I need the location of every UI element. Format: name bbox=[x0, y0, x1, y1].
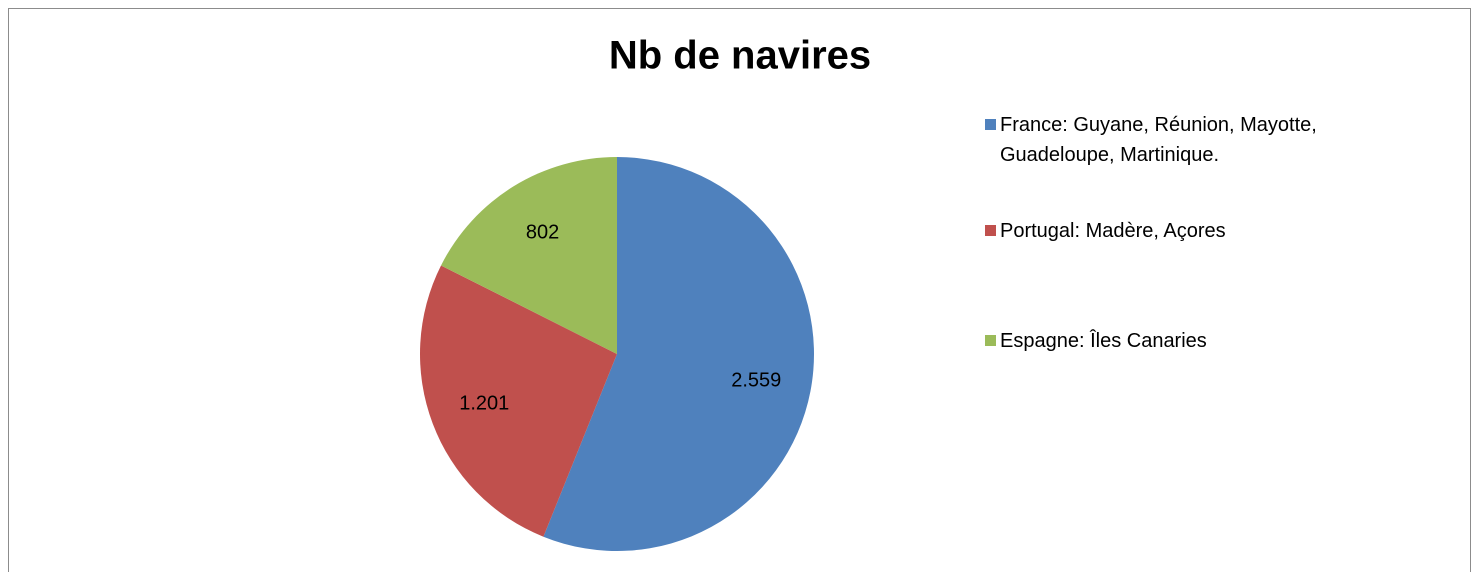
legend-swatch bbox=[985, 335, 996, 346]
legend-label: France: Guyane, Réunion, Mayotte, Guadel… bbox=[1000, 114, 1317, 166]
chart-title: Nb de navires bbox=[609, 34, 871, 78]
data-label: 802 bbox=[526, 222, 559, 244]
pie-slice bbox=[441, 157, 617, 354]
chart-frame bbox=[8, 8, 1471, 572]
legend-label: Espagne: Îles Canaries bbox=[1000, 330, 1207, 352]
legend-swatch bbox=[985, 119, 996, 130]
legend-item: France: Guyane, Réunion, Mayotte, Guadel… bbox=[985, 110, 1345, 170]
pie-slice bbox=[420, 265, 617, 537]
pie-slice bbox=[543, 157, 814, 551]
legend-swatch bbox=[985, 225, 996, 236]
legend-label: Portugal: Madère, Açores bbox=[1000, 220, 1226, 242]
data-label: 2.559 bbox=[731, 369, 781, 391]
data-label: 1.201 bbox=[459, 392, 509, 414]
legend-item: Espagne: Îles Canaries bbox=[985, 326, 1345, 356]
legend-item: Portugal: Madère, Açores bbox=[985, 216, 1345, 246]
